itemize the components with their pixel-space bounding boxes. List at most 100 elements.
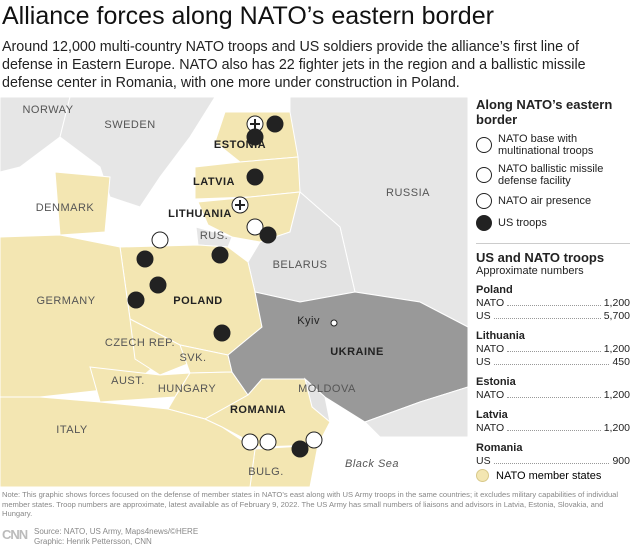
denmark bbox=[54, 171, 111, 236]
czech bbox=[129, 318, 202, 376]
map-label: POLAND bbox=[173, 295, 222, 307]
map-label: ESTONIA bbox=[214, 139, 266, 151]
troop-row: NATO 1,200 bbox=[476, 343, 630, 356]
us-icon bbox=[136, 250, 154, 268]
map-label: RUSSIA bbox=[386, 187, 430, 199]
legend-text: US troops bbox=[498, 217, 547, 229]
missile-icon bbox=[476, 167, 492, 183]
troop-row: US 5,700 bbox=[476, 310, 630, 323]
legend-text: NATO base with multinational troops bbox=[498, 133, 594, 157]
map-label: DENMARK bbox=[36, 202, 95, 214]
troop-country: Lithuania bbox=[476, 330, 525, 342]
title: Alliance forces along NATO’s eastern bor… bbox=[2, 2, 494, 30]
map-label: SWEDEN bbox=[104, 119, 155, 131]
city-dot bbox=[330, 319, 338, 327]
logo: CNN bbox=[2, 527, 28, 542]
icons bbox=[127, 115, 338, 458]
note: Note: This graphic shows forces focused … bbox=[2, 490, 619, 518]
legend-text: NATO ballistic missile defense facility bbox=[498, 163, 604, 187]
norway bbox=[0, 97, 71, 173]
member-swatch bbox=[476, 469, 489, 482]
leader bbox=[507, 422, 601, 431]
troop-value: 450 bbox=[612, 356, 630, 368]
base-icon bbox=[476, 137, 492, 153]
troop-label: NATO bbox=[476, 343, 505, 355]
missile-icon bbox=[151, 231, 169, 249]
map-label: RUS. bbox=[200, 230, 228, 242]
leader bbox=[493, 310, 601, 319]
map-label: SVK. bbox=[179, 352, 206, 364]
map-label: LATVIA bbox=[193, 176, 235, 188]
map-label: CZECH REP. bbox=[105, 337, 175, 349]
divider bbox=[476, 243, 630, 244]
side-panel: Along NATO’s eastern border NATO base wi… bbox=[476, 97, 630, 468]
troop-label: NATO bbox=[476, 422, 505, 434]
air-glyph bbox=[235, 200, 245, 210]
map-label: HUNGARY bbox=[158, 383, 216, 395]
south-europe bbox=[0, 396, 256, 487]
troops-subtitle: Approximate numbers bbox=[476, 265, 584, 277]
us-icon bbox=[211, 246, 229, 264]
troop-row: US 450 bbox=[476, 356, 630, 369]
missile-icon bbox=[241, 433, 259, 451]
map-label: UKRAINE bbox=[330, 346, 384, 358]
sweden bbox=[59, 97, 216, 208]
sea-label: Black Sea bbox=[345, 458, 399, 470]
air-icon bbox=[305, 431, 323, 449]
troop-row: NATO 1,200 bbox=[476, 422, 630, 435]
troops-title: US and NATO troops bbox=[476, 250, 605, 265]
map-label: AUST. bbox=[111, 375, 145, 387]
graphic-credit: Graphic: Henrik Pettersson, CNN bbox=[34, 537, 152, 546]
map-label: NORWAY bbox=[22, 104, 73, 116]
troop-label: US bbox=[476, 356, 491, 368]
map-label: ITALY bbox=[56, 424, 88, 436]
air-icon bbox=[476, 193, 492, 209]
us-icon bbox=[476, 215, 492, 231]
troop-value: 1,200 bbox=[603, 389, 630, 401]
map-label: MOLDOVA bbox=[298, 383, 356, 395]
legend-item: NATO air presence bbox=[476, 193, 630, 209]
legend-item: US troops bbox=[476, 215, 630, 231]
russia-south bbox=[364, 386, 468, 438]
troop-country: Poland bbox=[476, 284, 513, 296]
troop-value: 1,200 bbox=[603, 343, 630, 355]
troop-label: NATO bbox=[476, 297, 505, 309]
troop-row: NATO 1,200 bbox=[476, 297, 630, 310]
troop-country: Estonia bbox=[476, 376, 516, 388]
troop-country: Romania bbox=[476, 442, 523, 454]
leader bbox=[493, 356, 610, 365]
us-icon bbox=[266, 115, 284, 133]
legend-item: NATO ballistic missile defense facility bbox=[476, 163, 630, 187]
legend-text: NATO air presence bbox=[498, 195, 592, 207]
source: Source: NATO, US Army, Maps4news/©HERE bbox=[34, 527, 199, 536]
legend-title: Along NATO’s eastern border bbox=[476, 97, 613, 127]
troop-value: 900 bbox=[612, 455, 630, 467]
us-icon bbox=[291, 440, 309, 458]
troop-label: US bbox=[476, 310, 491, 322]
us-icon bbox=[127, 291, 145, 309]
base-icon bbox=[246, 218, 264, 236]
leader bbox=[507, 297, 601, 306]
leader bbox=[507, 343, 601, 352]
troop-row: US 900 bbox=[476, 455, 630, 468]
map-label: ROMANIA bbox=[230, 404, 286, 416]
member-text: NATO member states bbox=[496, 469, 602, 482]
troop-value: 1,200 bbox=[603, 297, 630, 309]
troop-label: NATO bbox=[476, 389, 505, 401]
map-label: BELARUS bbox=[273, 259, 328, 271]
troop-value: 5,700 bbox=[603, 310, 630, 322]
us-icon bbox=[246, 128, 264, 146]
leader bbox=[493, 455, 610, 464]
legend-item: NATO base with multinational troops bbox=[476, 133, 630, 157]
member-legend: NATO member states bbox=[476, 469, 601, 482]
map-label: LITHUANIA bbox=[168, 208, 232, 220]
troop-groups: Poland NATO 1,200 US 5,700 Lithuania NATO 1,200… bbox=[476, 283, 630, 468]
us-icon bbox=[149, 276, 167, 294]
us-icon bbox=[213, 324, 231, 342]
troop-value: 1,200 bbox=[603, 422, 630, 434]
countries bbox=[0, 97, 468, 487]
city-label: Kyiv bbox=[297, 315, 320, 327]
troop-country: Latvia bbox=[476, 409, 508, 421]
credits: Source: NATO, US Army, Maps4news/©HERE G… bbox=[34, 527, 198, 547]
